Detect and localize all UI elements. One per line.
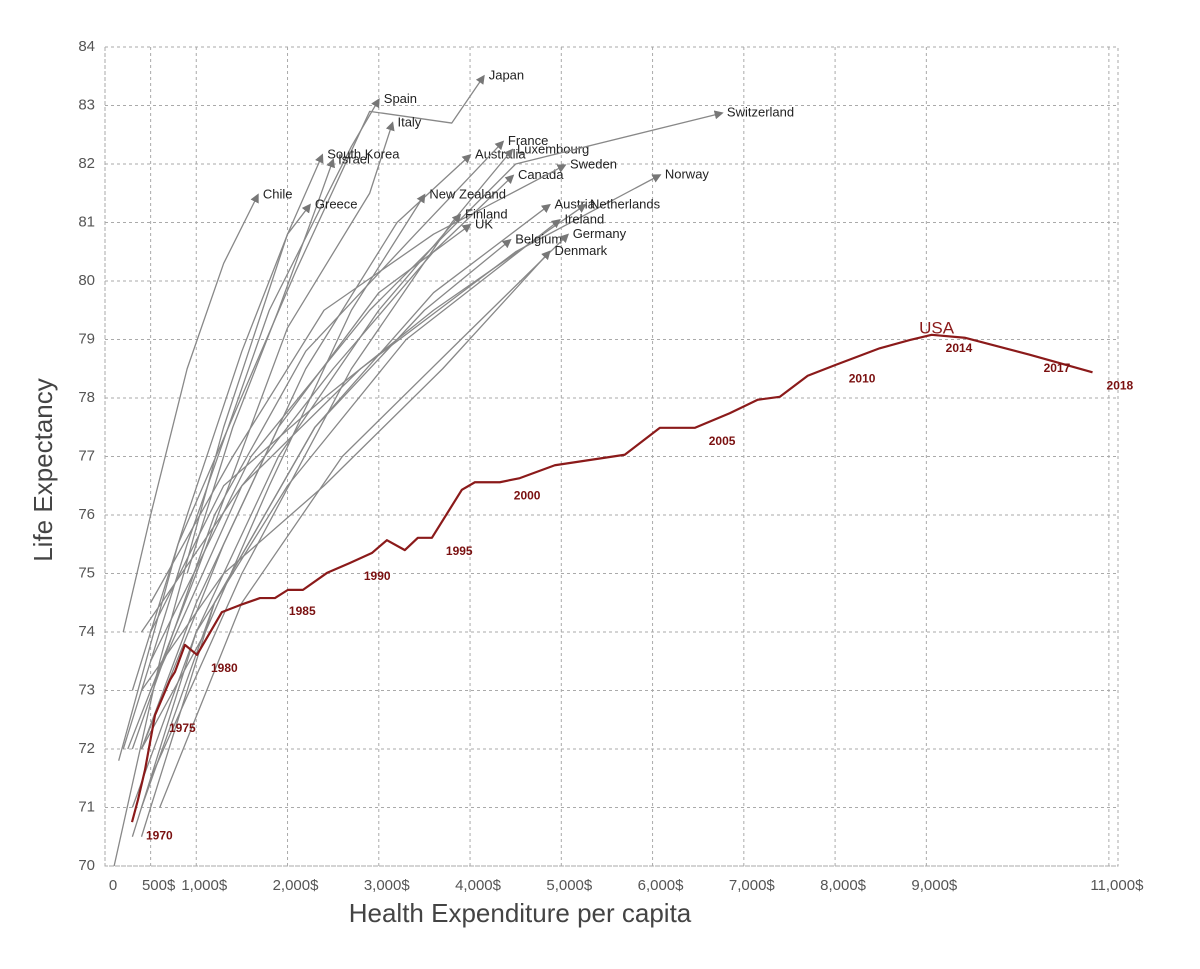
y-tick-label: 80	[78, 272, 95, 289]
series-label: Japan	[489, 68, 524, 83]
y-axis-title: Life Expectancy	[28, 378, 58, 562]
series-line	[122, 193, 259, 633]
point-label: 1985	[289, 604, 316, 618]
series-label: Luxembourg	[517, 141, 589, 156]
series-line	[140, 203, 551, 837]
series-line	[159, 233, 569, 808]
series-line	[131, 203, 311, 691]
y-tick-label: 81	[78, 213, 95, 230]
point-label: 1990	[364, 569, 391, 583]
x-axis-title: Health Expenditure per capita	[349, 898, 692, 928]
x-tick-label: 8,000$	[820, 877, 867, 894]
series-line	[113, 153, 324, 867]
series-label: South Korea	[327, 147, 400, 162]
y-tick-label: 79	[78, 330, 95, 347]
series-label: Belgium	[515, 231, 562, 246]
y-tick-label: 75	[78, 564, 95, 581]
x-tick-label: 4,000$	[455, 877, 502, 894]
point-label: 1970	[146, 828, 173, 842]
series-label: Canada	[518, 167, 564, 182]
series-label: USA	[919, 318, 955, 337]
series-label: Italy	[397, 114, 421, 129]
point-label: 2005	[709, 434, 736, 448]
series-line	[131, 213, 462, 837]
series-line	[150, 203, 587, 633]
series-label: Germany	[573, 226, 627, 241]
series-line	[140, 223, 472, 750]
series-line	[131, 140, 505, 750]
point-label: 2010	[849, 371, 876, 385]
x-tick-label: 9,000$	[911, 877, 958, 894]
point-label: 1980	[211, 661, 238, 675]
series-label: Sweden	[570, 157, 617, 172]
series-line	[150, 110, 724, 662]
x-tick-label: 3,000$	[364, 877, 411, 894]
series-label: New Zealand	[429, 186, 506, 201]
y-tick-label: 84	[78, 38, 95, 55]
series-label: Switzerland	[727, 105, 794, 120]
series-line	[118, 74, 485, 761]
y-tick-label: 74	[78, 623, 95, 640]
x-tick-label: 6,000$	[638, 877, 685, 894]
series-line	[140, 238, 512, 808]
y-tick-label: 78	[78, 389, 95, 406]
y-tick-label: 72	[78, 740, 95, 757]
series-label: Norway	[665, 167, 710, 182]
series-line	[150, 148, 514, 779]
series-line	[131, 219, 561, 808]
x-tick-label: 1,000$	[181, 877, 228, 894]
x-tick-label: 0	[109, 877, 117, 894]
x-tick-label: 7,000$	[729, 877, 776, 894]
series-line	[122, 98, 380, 750]
x-tick-label: 500$	[142, 877, 176, 894]
y-tick-label: 70	[78, 857, 95, 874]
series-line	[140, 250, 551, 691]
y-tick-label: 83	[78, 96, 95, 113]
point-label: 2017	[1044, 361, 1071, 375]
y-tick-label: 71	[78, 798, 95, 815]
point-label: 1995	[446, 544, 473, 558]
x-tick-label: 2,000$	[273, 877, 320, 894]
point-label: 2014	[946, 341, 973, 355]
series-line	[150, 174, 515, 691]
series-line	[127, 121, 395, 750]
y-tick-label: 82	[78, 155, 95, 172]
point-label: 1975	[169, 721, 196, 735]
series-label: Greece	[315, 196, 358, 211]
series-label: Finland	[465, 206, 508, 221]
series-label: Denmark	[554, 243, 607, 258]
x-tick-label: 11,000$	[1090, 877, 1144, 894]
y-tick-label: 77	[78, 447, 95, 464]
series-label: Israel	[338, 151, 370, 166]
series-line	[150, 164, 567, 604]
series-label: Chile	[263, 186, 293, 201]
y-tick-label: 76	[78, 506, 95, 523]
series-label: France	[508, 133, 548, 148]
series-label: Netherlands	[590, 196, 661, 211]
series-label: Ireland	[564, 212, 604, 227]
series-label: UK	[475, 216, 493, 231]
series-line	[130, 333, 1093, 823]
x-tick-label: 5,000$	[546, 877, 593, 894]
series-label: Spain	[384, 91, 417, 106]
series-line	[186, 158, 335, 574]
y-tick-label: 73	[78, 681, 95, 698]
point-label: 2000	[514, 488, 541, 502]
point-label: 2018	[1107, 378, 1134, 392]
